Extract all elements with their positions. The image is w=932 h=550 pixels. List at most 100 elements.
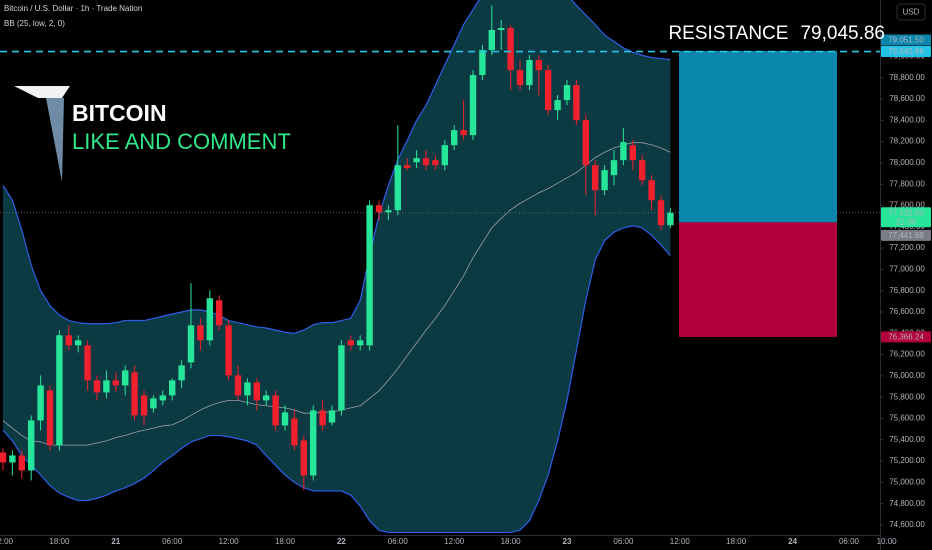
y-tick-label: 75,200.00 bbox=[889, 456, 925, 465]
candle-body bbox=[291, 418, 298, 446]
candle-body bbox=[338, 345, 345, 411]
y-tick-label: 78,400.00 bbox=[889, 115, 925, 124]
candle-body bbox=[9, 455, 16, 463]
currency-box[interactable] bbox=[896, 3, 926, 21]
resistance-badge bbox=[881, 46, 931, 58]
candle-body bbox=[554, 100, 561, 111]
x-tick-label: 18:00 bbox=[501, 537, 522, 546]
candle-body bbox=[300, 440, 307, 476]
candle-body bbox=[357, 340, 364, 346]
candle-body bbox=[545, 70, 552, 111]
candle-body bbox=[667, 212, 674, 226]
entry-label: 77,441.68 bbox=[888, 231, 924, 240]
candle-body bbox=[150, 398, 157, 409]
candle-body bbox=[375, 205, 383, 213]
candle-body bbox=[422, 158, 430, 166]
candle-body bbox=[610, 160, 618, 176]
y-tick-label: 78,600.00 bbox=[889, 94, 925, 103]
y-tick-label: 78,800.00 bbox=[889, 73, 925, 82]
x-tick-label: 18:00 bbox=[726, 537, 747, 546]
band-upper bbox=[2, 0, 671, 334]
candle-body bbox=[93, 380, 101, 393]
loss-zone bbox=[679, 222, 837, 337]
profit-zone bbox=[679, 50, 837, 223]
x-tick-label: 21 bbox=[111, 537, 120, 546]
entry-badge bbox=[881, 229, 931, 241]
candle-body bbox=[535, 60, 542, 71]
candle-body bbox=[244, 382, 251, 396]
candle-body bbox=[84, 345, 91, 381]
currency[interactable]: USD bbox=[903, 8, 920, 17]
y-tick-label: 76,000.00 bbox=[889, 371, 925, 380]
y-tick-label: 75,000.00 bbox=[889, 478, 925, 487]
price-label: 77,532.50 bbox=[888, 208, 924, 217]
candle-body bbox=[281, 412, 289, 426]
candle-body bbox=[413, 158, 420, 163]
candle-body bbox=[18, 455, 25, 471]
candle-body bbox=[122, 370, 129, 386]
candle-body bbox=[460, 130, 467, 136]
candle-body bbox=[526, 60, 533, 86]
candle-body bbox=[507, 28, 514, 71]
y-tick-label: 76,600.00 bbox=[889, 307, 925, 316]
y-tick-label: 75,600.00 bbox=[889, 414, 925, 423]
candle-body bbox=[498, 28, 505, 31]
candle-body bbox=[582, 120, 589, 166]
x-tick-label: 06:00 bbox=[839, 537, 860, 546]
resistance-annotation: RESISTANCE 79,045.86 bbox=[668, 23, 885, 44]
candle-body bbox=[310, 410, 317, 476]
y-tick-label: 77,000.00 bbox=[889, 265, 925, 274]
brand: BITCOIN bbox=[72, 100, 167, 126]
candle-body bbox=[234, 375, 242, 396]
candle-body bbox=[394, 165, 401, 211]
y-tick-label: 76,200.00 bbox=[889, 350, 925, 359]
candle-body bbox=[404, 165, 411, 169]
y-tick-label: 78,000.00 bbox=[889, 158, 925, 167]
call-to-action: LIKE AND COMMENT bbox=[72, 129, 291, 154]
candle-body bbox=[366, 205, 373, 346]
candle-body bbox=[103, 380, 110, 393]
candle-body bbox=[573, 85, 580, 121]
candle-body bbox=[169, 380, 176, 396]
candle-body bbox=[592, 165, 599, 191]
x-tick-label: 22 bbox=[337, 537, 346, 546]
band-middle bbox=[2, 142, 671, 446]
y-tick-label: 75,400.00 bbox=[889, 435, 925, 444]
x-tick-label: 12:00 bbox=[444, 537, 465, 546]
candle-body bbox=[648, 180, 655, 201]
x-tick-label: 18:00 bbox=[275, 537, 296, 546]
candle-body bbox=[469, 75, 477, 136]
candle-body bbox=[479, 50, 486, 76]
candle-body bbox=[140, 395, 148, 416]
candle-body bbox=[178, 365, 185, 381]
y-tick-label: 74,800.00 bbox=[889, 499, 925, 508]
candle-body bbox=[65, 335, 72, 346]
x-tick-label: 06:00 bbox=[388, 537, 409, 546]
stop-label: 76,366.24 bbox=[888, 333, 924, 342]
resistance-text: RESISTANCE bbox=[668, 23, 788, 44]
x-tick-label: 06:00 bbox=[613, 537, 634, 546]
candle-body bbox=[37, 385, 44, 421]
candle-body bbox=[75, 340, 82, 346]
candle-body bbox=[328, 410, 336, 423]
candle-body bbox=[28, 420, 35, 471]
price-countdown: 21:30 bbox=[896, 217, 917, 226]
x-tick-label: 24 bbox=[788, 537, 797, 546]
resistance-label: 79,045.86 bbox=[888, 47, 924, 56]
candle-body bbox=[187, 325, 195, 363]
candle-body bbox=[657, 200, 665, 226]
candle-body bbox=[601, 170, 608, 191]
logo-wing bbox=[14, 86, 70, 98]
y-tick-label: 75,800.00 bbox=[889, 392, 925, 401]
band-fill bbox=[3, 0, 671, 533]
candle-body bbox=[516, 70, 524, 86]
candle-body bbox=[432, 160, 439, 166]
resistance-value: 79,045.86 bbox=[800, 23, 885, 44]
candle-body bbox=[272, 395, 279, 426]
candle-body bbox=[197, 325, 204, 341]
candle-body bbox=[112, 380, 119, 386]
x-tick-label: 12:00 bbox=[219, 537, 240, 546]
